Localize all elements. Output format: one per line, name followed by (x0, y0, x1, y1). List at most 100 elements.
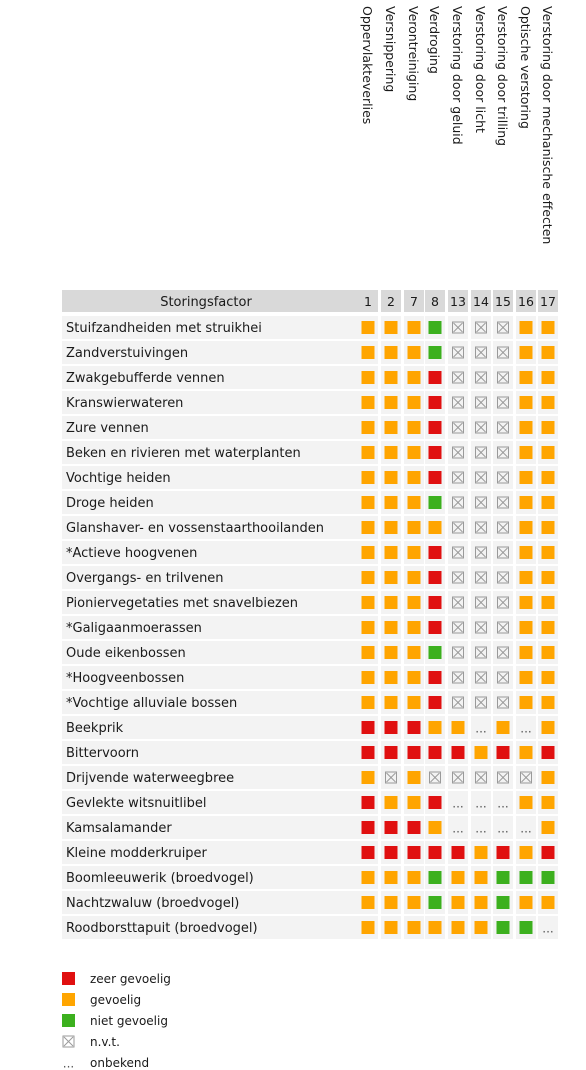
row-label: Kamsalamander (66, 821, 172, 836)
cell-gevoelig (519, 696, 533, 709)
cell-gevoelig (496, 721, 510, 734)
cell-nvt-icon (520, 771, 532, 784)
cell-gevoelig (541, 796, 555, 809)
cell-gevoelig (519, 571, 533, 584)
cell-zeer-gevoelig (496, 846, 510, 859)
cell-gevoelig (384, 871, 398, 884)
cell-nvt-icon (475, 646, 487, 659)
column-number: 2 (387, 294, 395, 309)
cell-zeer-gevoelig (407, 821, 421, 834)
cell-gevoelig (384, 696, 398, 709)
column-number-cell (358, 290, 378, 312)
cell-gevoelig (519, 796, 533, 809)
cell-nvt-icon (385, 771, 397, 784)
cell-nvt-icon (475, 321, 487, 334)
cell-gevoelig (519, 346, 533, 359)
cell-gevoelig (541, 321, 555, 334)
cell-gevoelig (541, 546, 555, 559)
row-label: Boomleeuwerik (broedvogel) (66, 871, 254, 886)
cell-onbekend: ... (63, 1057, 74, 1070)
column-label: Verstoring door trilling (495, 6, 510, 146)
cell-gevoelig (407, 396, 421, 409)
cell-gevoelig (474, 871, 488, 884)
cell-gevoelig (384, 446, 398, 459)
header-label-cell (62, 290, 358, 312)
column-number-cell (404, 290, 424, 312)
cell-niet-gevoelig (496, 871, 510, 884)
cell-background (448, 791, 468, 814)
cell-gevoelig (519, 421, 533, 434)
cell-gevoelig (519, 521, 533, 534)
cell-nvt-icon (497, 521, 509, 534)
cell-gevoelig (407, 896, 421, 909)
cell-gevoelig (519, 321, 533, 334)
row-label: Roodborsttapuit (broedvogel) (66, 921, 258, 936)
legend-label: zeer gevoelig (90, 972, 171, 986)
cell-gevoelig (541, 771, 555, 784)
cell-nvt-icon (497, 696, 509, 709)
cell-gevoelig (384, 596, 398, 609)
row-background (62, 866, 358, 889)
row-background (62, 841, 358, 864)
row-background (62, 641, 358, 664)
cell-gevoelig (474, 746, 488, 759)
cell-gevoelig (384, 521, 398, 534)
cell-nvt-icon (475, 471, 487, 484)
cell-gevoelig (361, 546, 375, 559)
cell-gevoelig (428, 721, 442, 734)
cell-nvt-icon (497, 446, 509, 459)
cell-zeer-gevoelig (428, 421, 442, 434)
cell-nvt-icon (497, 471, 509, 484)
column-number: 17 (540, 294, 556, 309)
cell-nvt-icon (497, 771, 509, 784)
cell-nvt-icon (497, 496, 509, 509)
legend-label: onbekend (90, 1056, 149, 1070)
cell-gevoelig (519, 646, 533, 659)
cell-niet-gevoelig (62, 1014, 75, 1027)
cell-nvt-icon (452, 571, 464, 584)
cell-zeer-gevoelig (451, 746, 465, 759)
cell-gevoelig (384, 396, 398, 409)
cell-gevoelig (541, 571, 555, 584)
cell-nvt-icon (497, 571, 509, 584)
row-label: *Hoogveenbossen (66, 671, 184, 686)
cell-gevoelig (384, 421, 398, 434)
cell-nvt-icon (452, 321, 464, 334)
cell-gevoelig (407, 371, 421, 384)
cell-nvt-icon (497, 321, 509, 334)
cell-nvt-icon (452, 521, 464, 534)
cell-nvt-icon (497, 346, 509, 359)
row-label: Pioniervegetaties met snavelbiezen (66, 596, 298, 611)
column-number: 14 (473, 294, 489, 309)
cell-nvt-icon (475, 446, 487, 459)
cell-zeer-gevoelig (428, 846, 442, 859)
cell-nvt-icon (452, 471, 464, 484)
cell-gevoelig (384, 496, 398, 509)
cell-nvt-icon (452, 771, 464, 784)
cell-zeer-gevoelig (384, 846, 398, 859)
cell-gevoelig (361, 396, 375, 409)
cell-gevoelig (407, 496, 421, 509)
column-label: Versnippering (383, 6, 398, 92)
cell-niet-gevoelig (519, 921, 533, 934)
row-label: Drijvende waterweegbree (66, 771, 234, 786)
row-background (62, 616, 358, 639)
cell-onbekend: ... (475, 822, 486, 836)
cell-gevoelig (361, 671, 375, 684)
row-background (62, 666, 358, 689)
column-number: 13 (450, 294, 466, 309)
cell-gevoelig (384, 896, 398, 909)
cell-onbekend: ... (520, 822, 531, 836)
cell-gevoelig (361, 496, 375, 509)
cell-background (448, 816, 468, 839)
column-label: Verontreiniging (406, 6, 421, 101)
cell-onbekend: ... (475, 722, 486, 736)
row-background (62, 766, 358, 789)
cell-niet-gevoelig (519, 871, 533, 884)
column-label: Oppervlakteverlies (360, 6, 375, 124)
cell-zeer-gevoelig (428, 696, 442, 709)
cell-gevoelig (541, 396, 555, 409)
cell-gevoelig (407, 796, 421, 809)
legend-label: gevoelig (90, 993, 141, 1007)
cell-gevoelig (407, 921, 421, 934)
